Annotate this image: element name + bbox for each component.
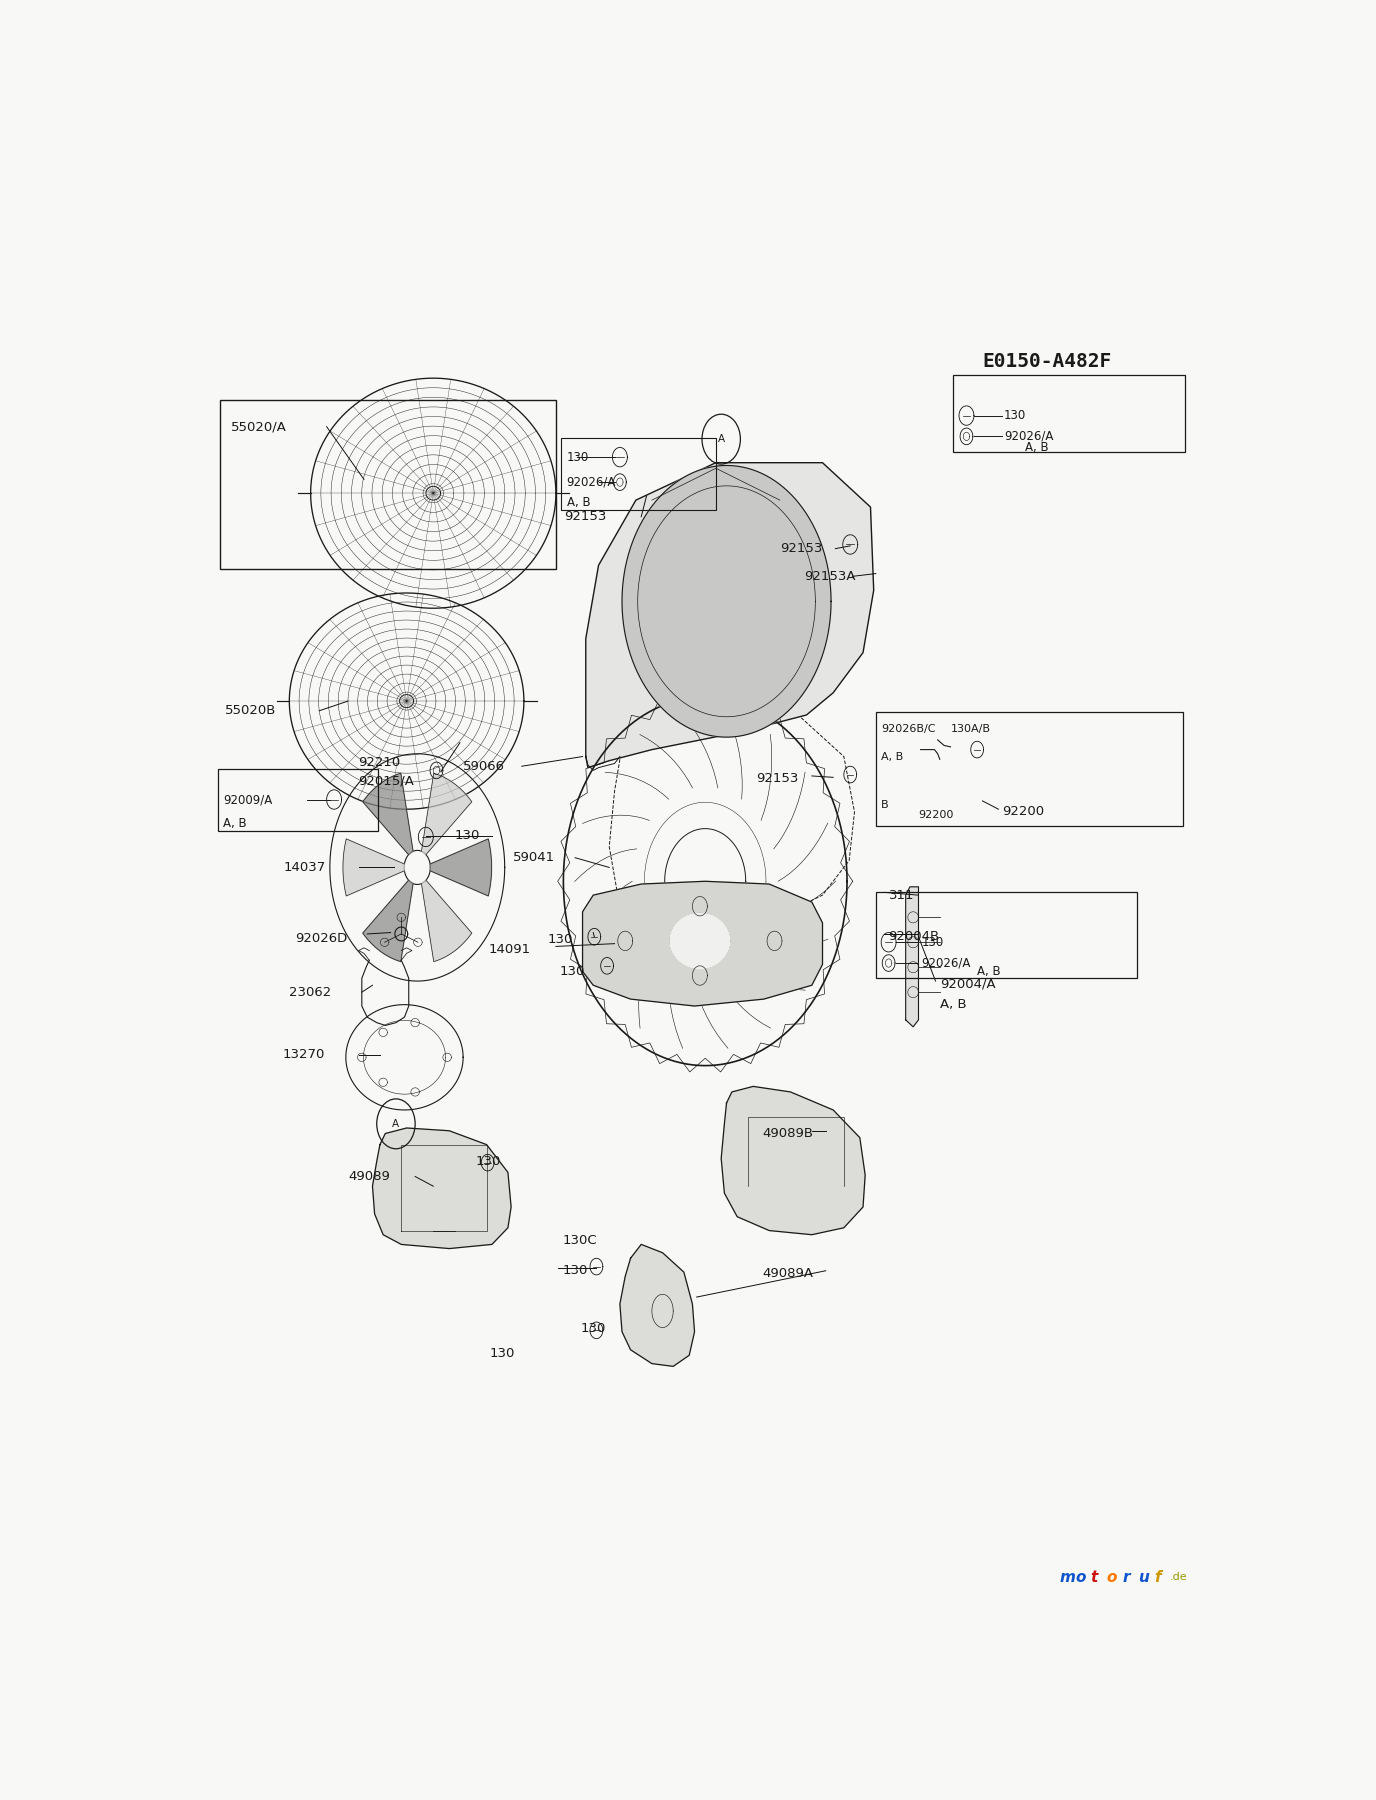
Polygon shape [599, 911, 652, 972]
Bar [877, 893, 1137, 979]
Polygon shape [622, 466, 831, 738]
Text: 92009/A: 92009/A [223, 794, 272, 806]
Polygon shape [586, 463, 874, 767]
Polygon shape [343, 839, 405, 896]
Text: A, B: A, B [223, 817, 246, 830]
Text: 92153: 92153 [757, 772, 798, 785]
Text: 14037: 14037 [283, 860, 326, 875]
Text: u: u [1138, 1570, 1149, 1584]
Text: 92200: 92200 [919, 810, 954, 819]
Text: 49089B: 49089B [762, 1127, 813, 1139]
Polygon shape [363, 880, 413, 961]
Polygon shape [721, 1087, 866, 1235]
Text: r: r [1123, 1570, 1130, 1584]
Text: 13270: 13270 [283, 1048, 325, 1060]
Text: 130: 130 [1004, 409, 1026, 421]
Bar [217, 769, 378, 832]
Polygon shape [619, 1244, 695, 1366]
Text: 130: 130 [490, 1348, 515, 1361]
Text: B: B [881, 799, 889, 810]
Text: 55020/A: 55020/A [231, 419, 286, 434]
Text: t: t [1091, 1570, 1098, 1584]
Polygon shape [582, 882, 823, 1006]
Text: 92026D: 92026D [294, 932, 347, 945]
Text: A, B: A, B [940, 999, 966, 1012]
Polygon shape [421, 774, 472, 855]
Text: 92026/A: 92026/A [922, 956, 971, 970]
Text: 92200: 92200 [1002, 805, 1044, 819]
Text: .de: .de [1170, 1571, 1187, 1582]
Polygon shape [363, 774, 413, 855]
Text: A, B: A, B [977, 965, 1000, 977]
Text: 130A/B: 130A/B [951, 724, 991, 734]
Text: A: A [718, 434, 725, 445]
Text: 130C: 130C [563, 1233, 597, 1247]
Polygon shape [431, 839, 491, 896]
Text: 311: 311 [889, 889, 914, 902]
Text: 130: 130 [548, 932, 572, 947]
Text: 130: 130 [567, 450, 589, 464]
Text: A, B: A, B [881, 752, 904, 761]
Text: A, B: A, B [567, 497, 590, 509]
Polygon shape [905, 887, 919, 1026]
Text: 92004/A: 92004/A [940, 977, 995, 990]
Polygon shape [670, 913, 729, 968]
Text: f: f [1154, 1570, 1160, 1584]
Text: 59066: 59066 [464, 760, 505, 772]
Text: A: A [392, 1120, 399, 1129]
Text: 92015/A: 92015/A [359, 776, 414, 788]
Text: 92026/A: 92026/A [1004, 430, 1053, 443]
Text: 130: 130 [581, 1323, 605, 1336]
Text: 23062: 23062 [289, 986, 332, 999]
Text: 49089: 49089 [348, 1170, 389, 1183]
Text: 130: 130 [454, 830, 480, 842]
Text: 92026/A: 92026/A [567, 475, 616, 488]
Text: 49089A: 49089A [762, 1267, 813, 1280]
Bar [877, 713, 1183, 826]
Text: o: o [1106, 1570, 1117, 1584]
Text: A, B: A, B [1025, 441, 1049, 454]
Text: 92153A: 92153A [805, 571, 856, 583]
Text: m: m [1060, 1570, 1075, 1584]
Text: 92153: 92153 [564, 509, 607, 524]
Polygon shape [373, 1129, 510, 1249]
Bar [952, 376, 1185, 452]
Text: 130: 130 [476, 1156, 501, 1168]
Text: 130: 130 [563, 1264, 588, 1278]
Text: 130: 130 [559, 965, 585, 977]
Text: 55020B: 55020B [226, 704, 277, 718]
Text: 92153: 92153 [780, 542, 823, 554]
Text: 92004B: 92004B [889, 931, 940, 943]
Bar [561, 437, 716, 509]
Text: 92026B/C: 92026B/C [881, 724, 936, 734]
Text: o: o [1075, 1570, 1086, 1584]
Polygon shape [421, 880, 472, 961]
Text: E0150-A482F: E0150-A482F [982, 353, 1112, 371]
Text: 14091: 14091 [488, 943, 531, 956]
Text: 130: 130 [922, 936, 944, 949]
Bar [220, 400, 556, 569]
Text: 59041: 59041 [513, 851, 556, 864]
Text: 92210: 92210 [359, 756, 400, 769]
